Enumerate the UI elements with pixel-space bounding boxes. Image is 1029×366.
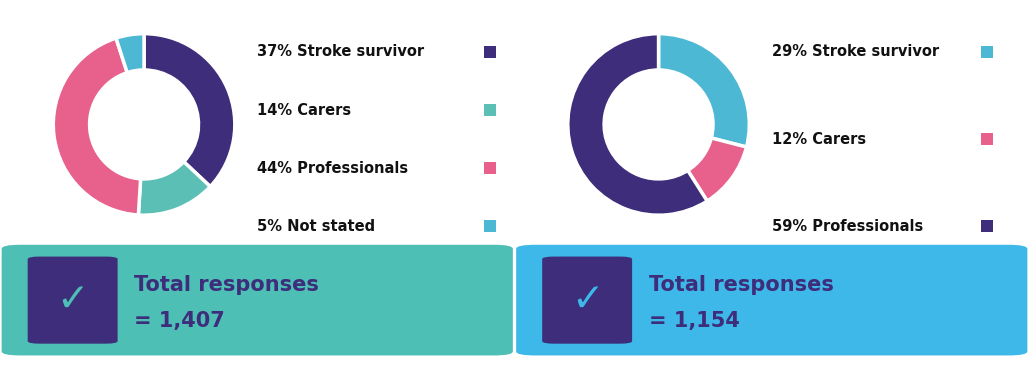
Text: 59% Professionals: 59% Professionals [772,219,923,234]
Text: ✓: ✓ [571,281,603,319]
Text: = 1,407: = 1,407 [134,311,225,330]
Text: 12% Carers: 12% Carers [772,132,865,146]
Text: = 1,154: = 1,154 [648,311,740,330]
Text: 37% Stroke survivor: 37% Stroke survivor [257,45,424,59]
Text: 5% Not stated: 5% Not stated [257,219,376,234]
Wedge shape [54,38,141,215]
Text: 14% Carers: 14% Carers [257,102,351,117]
Text: 44% Professionals: 44% Professionals [257,161,409,176]
Text: Total responses: Total responses [134,275,319,295]
Wedge shape [116,34,144,72]
FancyBboxPatch shape [2,245,512,355]
Text: 29% Stroke survivor: 29% Stroke survivor [772,45,938,59]
FancyBboxPatch shape [542,257,632,344]
Wedge shape [568,34,707,215]
Wedge shape [138,162,210,215]
FancyBboxPatch shape [28,257,117,344]
Wedge shape [659,34,749,147]
Wedge shape [144,34,235,187]
Wedge shape [687,138,746,201]
Text: ✓: ✓ [57,281,88,319]
FancyBboxPatch shape [517,245,1027,355]
Text: Total responses: Total responses [648,275,833,295]
